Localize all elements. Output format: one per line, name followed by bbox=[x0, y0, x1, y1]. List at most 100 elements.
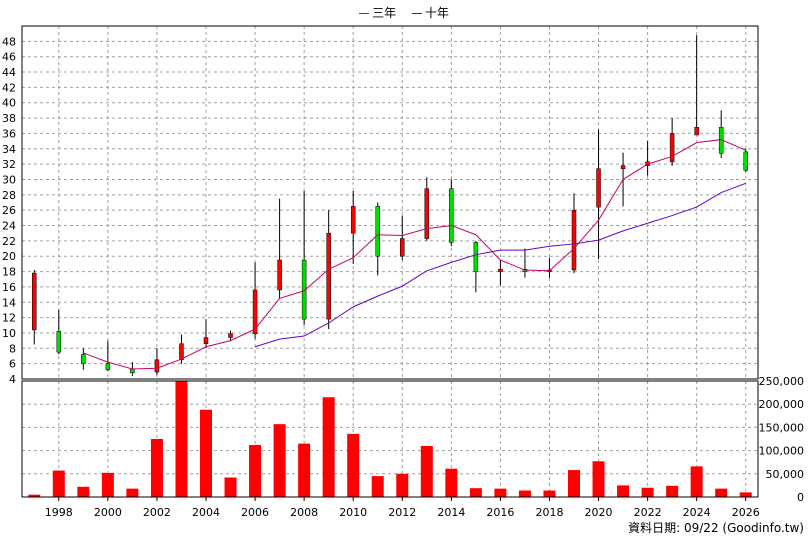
volume-bar bbox=[715, 488, 728, 497]
year-tick-label: 2024 bbox=[683, 506, 711, 519]
legend-swatch-ten-year bbox=[411, 13, 422, 14]
volume-bar bbox=[666, 485, 679, 497]
year-tick-label: 2004 bbox=[192, 506, 220, 519]
candle-body bbox=[252, 289, 258, 334]
volume-bar bbox=[249, 445, 262, 497]
price-tick-label: 22 bbox=[2, 235, 16, 248]
volume-bar bbox=[322, 397, 335, 497]
grid bbox=[22, 26, 758, 497]
year-tick-label: 2022 bbox=[634, 506, 662, 519]
year-tick-label: 2020 bbox=[585, 506, 613, 519]
data-source: 資料日期: 09/22 (Goodinfo.tw) bbox=[628, 521, 804, 535]
volume-bar bbox=[52, 470, 65, 497]
candle-body bbox=[498, 269, 503, 272]
legend-item-ten-year[interactable]: 十年 bbox=[411, 4, 449, 21]
volume-bar bbox=[617, 485, 630, 497]
volume-bar bbox=[518, 490, 531, 497]
price-tick-label: 26 bbox=[2, 204, 16, 217]
volume-bar bbox=[568, 470, 580, 497]
axis-labels: 4681012141618202224262830323436384042444… bbox=[2, 35, 804, 519]
legend-item-three-year[interactable]: 三年 bbox=[359, 4, 396, 21]
volume-bar bbox=[420, 445, 433, 497]
candle-body bbox=[620, 165, 626, 169]
volume-bar bbox=[101, 472, 114, 497]
volume-bar bbox=[224, 477, 237, 497]
year-tick-label: 2000 bbox=[94, 506, 122, 519]
price-tick-label: 8 bbox=[9, 342, 16, 355]
price-tick-label: 10 bbox=[2, 327, 16, 340]
year-tick-label: 2016 bbox=[486, 506, 514, 519]
moving-average-lines bbox=[83, 139, 746, 370]
year-tick-label: 2006 bbox=[241, 506, 269, 519]
price-tick-label: 14 bbox=[2, 296, 16, 309]
volume-bar bbox=[298, 443, 311, 497]
volume-tick-label: 50,000 bbox=[766, 468, 805, 481]
candle-body bbox=[228, 333, 233, 338]
candle-body bbox=[596, 168, 601, 208]
volume-bar bbox=[347, 433, 360, 497]
candle-body bbox=[350, 206, 356, 234]
price-tick-label: 42 bbox=[2, 81, 16, 94]
candle-body bbox=[56, 331, 62, 353]
candle-body bbox=[179, 343, 184, 361]
price-tick-label: 18 bbox=[2, 266, 16, 279]
candle-body bbox=[400, 238, 405, 257]
price-plot-frame bbox=[21, 25, 759, 380]
candle-body bbox=[130, 368, 135, 374]
price-tick-label: 28 bbox=[2, 189, 16, 202]
volume-bar bbox=[273, 424, 286, 497]
volume-tick-label: 150,000 bbox=[759, 421, 805, 434]
volume-bar bbox=[150, 439, 163, 497]
candle-body bbox=[424, 188, 430, 239]
candle-body bbox=[743, 151, 748, 171]
price-tick-label: 34 bbox=[2, 143, 16, 156]
price-tick-label: 32 bbox=[2, 158, 16, 171]
legend-label-three-year: 三年 bbox=[372, 6, 397, 20]
volume-bar bbox=[77, 486, 90, 497]
candle-body bbox=[449, 188, 454, 243]
volume-tick-label: 0 bbox=[797, 491, 804, 504]
price-tick-label: 20 bbox=[2, 250, 16, 263]
volume-tick-label: 100,000 bbox=[759, 445, 805, 458]
candle-body bbox=[571, 209, 577, 271]
candle-body bbox=[81, 354, 86, 364]
year-tick-label: 2014 bbox=[437, 506, 465, 519]
price-tick-label: 4 bbox=[9, 373, 16, 386]
series-line bbox=[83, 139, 746, 370]
series-line bbox=[254, 182, 746, 348]
candle-body bbox=[105, 363, 111, 371]
volume-tick-label: 250,000 bbox=[759, 375, 805, 388]
candle-body bbox=[154, 359, 160, 373]
volume-bar bbox=[543, 490, 556, 497]
volume-bar bbox=[200, 409, 212, 497]
price-tick-label: 16 bbox=[2, 281, 16, 294]
price-tick-label: 48 bbox=[2, 35, 16, 48]
year-tick-label: 2026 bbox=[732, 506, 760, 519]
candles bbox=[32, 35, 748, 376]
volume-bar bbox=[371, 476, 384, 497]
legend-label-ten-year: 十年 bbox=[424, 6, 449, 20]
volume-bars bbox=[28, 381, 752, 497]
volume-bar bbox=[396, 473, 409, 497]
price-tick-label: 46 bbox=[2, 51, 16, 64]
year-tick-label: 2012 bbox=[388, 506, 416, 519]
candle-body bbox=[203, 337, 209, 344]
candle-body bbox=[326, 232, 331, 320]
candle-body bbox=[694, 127, 699, 136]
volume-plot-frame bbox=[21, 380, 759, 498]
volume-bar bbox=[739, 492, 752, 497]
plot-frames bbox=[21, 25, 759, 501]
volume-bar bbox=[28, 494, 41, 497]
volume-bar bbox=[469, 488, 482, 497]
candle-body bbox=[473, 242, 479, 272]
candle-body bbox=[375, 206, 380, 257]
volume-bar bbox=[445, 468, 458, 497]
legend: 三年 十年 bbox=[0, 4, 808, 21]
price-tick-label: 36 bbox=[2, 127, 16, 140]
candle-body bbox=[32, 272, 37, 331]
volume-bar bbox=[690, 466, 703, 497]
volume-bar bbox=[175, 381, 188, 497]
volume-bar bbox=[592, 461, 605, 497]
price-tick-label: 38 bbox=[2, 112, 16, 125]
price-tick-label: 30 bbox=[2, 173, 16, 186]
